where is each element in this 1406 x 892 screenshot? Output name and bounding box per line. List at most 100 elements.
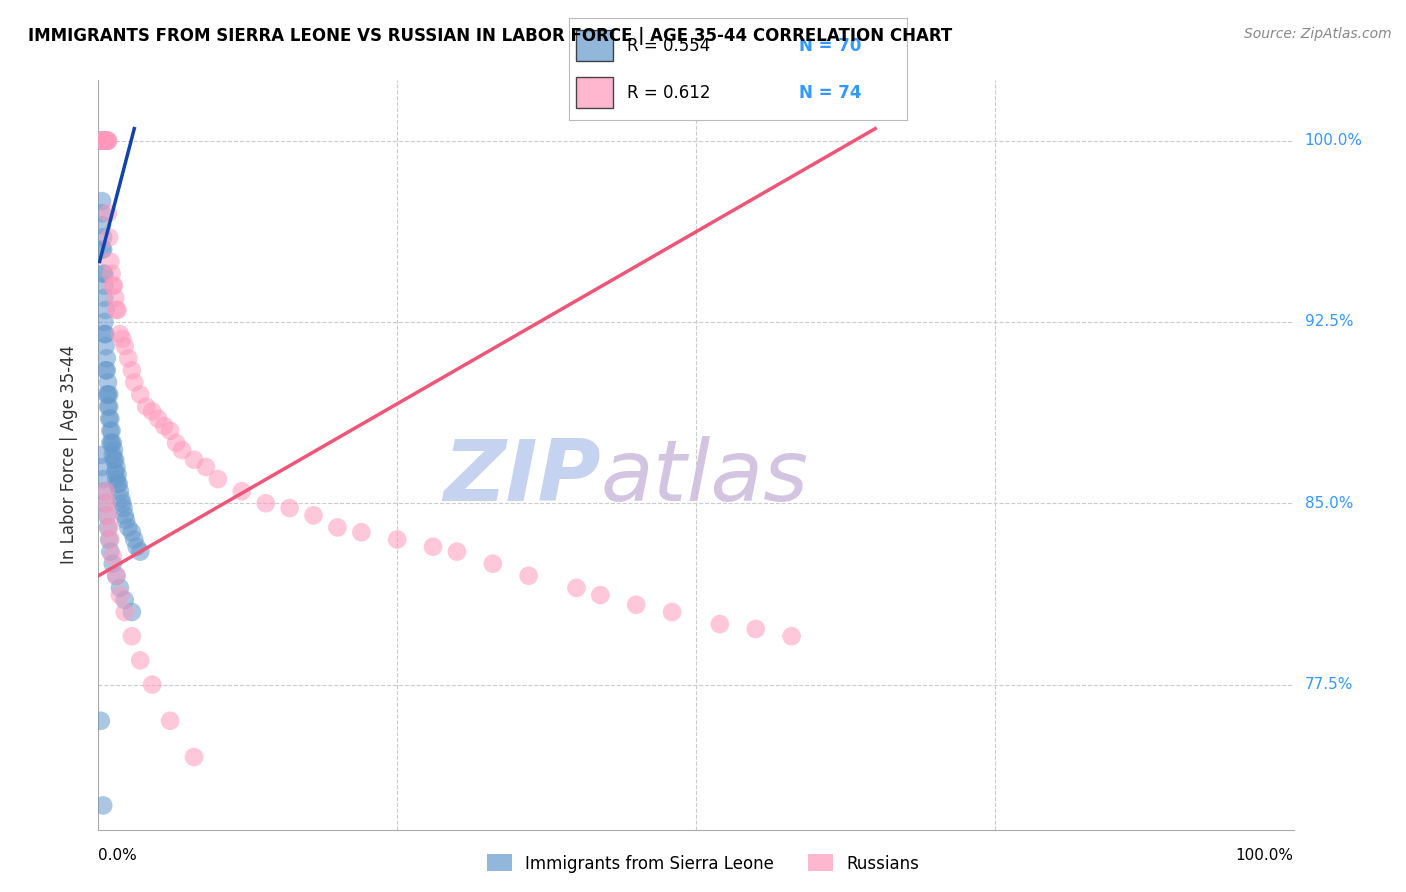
Text: ZIP: ZIP bbox=[443, 436, 600, 519]
Point bbox=[94, 302, 117, 317]
Point bbox=[517, 568, 540, 582]
Point bbox=[91, 194, 114, 208]
Point bbox=[98, 230, 121, 244]
Point bbox=[117, 351, 139, 366]
Point bbox=[159, 424, 181, 438]
Point bbox=[422, 540, 444, 554]
Point bbox=[107, 477, 129, 491]
Point bbox=[114, 339, 136, 353]
Point bbox=[96, 387, 118, 401]
Point bbox=[98, 411, 122, 425]
Point bbox=[105, 460, 128, 475]
Point bbox=[93, 484, 115, 499]
Point bbox=[121, 605, 143, 619]
Point bbox=[91, 134, 114, 148]
Point bbox=[91, 798, 114, 813]
Text: N = 74: N = 74 bbox=[799, 84, 862, 102]
Point bbox=[94, 134, 117, 148]
Point bbox=[94, 327, 117, 342]
Point bbox=[97, 400, 120, 414]
Point bbox=[90, 134, 112, 148]
Point bbox=[108, 484, 131, 499]
Point bbox=[94, 134, 117, 148]
Point bbox=[93, 327, 115, 342]
Point bbox=[101, 448, 124, 462]
Point bbox=[98, 411, 121, 425]
Point bbox=[101, 549, 124, 564]
Point bbox=[105, 472, 128, 486]
Point bbox=[103, 443, 125, 458]
Point bbox=[709, 617, 731, 632]
Point bbox=[98, 520, 121, 534]
Point bbox=[107, 467, 129, 482]
Text: 85.0%: 85.0% bbox=[1305, 496, 1353, 511]
Text: R = 0.554: R = 0.554 bbox=[627, 37, 710, 54]
Point bbox=[103, 452, 125, 467]
Point bbox=[231, 484, 253, 499]
Point bbox=[98, 424, 122, 438]
Point bbox=[91, 460, 114, 475]
Point bbox=[90, 134, 112, 148]
Point bbox=[107, 302, 129, 317]
Text: 100.0%: 100.0% bbox=[1236, 848, 1294, 863]
Text: atlas: atlas bbox=[600, 436, 808, 519]
Point bbox=[98, 533, 121, 547]
Point bbox=[129, 387, 152, 401]
Point bbox=[481, 557, 505, 571]
Point bbox=[121, 525, 143, 540]
Point bbox=[278, 501, 301, 516]
Point bbox=[302, 508, 325, 523]
Point bbox=[254, 496, 277, 510]
Point bbox=[108, 588, 131, 602]
Point bbox=[172, 443, 194, 458]
Point bbox=[626, 598, 648, 612]
Point bbox=[195, 460, 218, 475]
Point bbox=[91, 134, 114, 148]
Point bbox=[135, 400, 157, 414]
Point bbox=[385, 533, 409, 547]
Point bbox=[103, 278, 125, 293]
Point bbox=[98, 387, 121, 401]
Point bbox=[98, 400, 121, 414]
Point bbox=[94, 339, 117, 353]
Point bbox=[96, 496, 118, 510]
Point bbox=[114, 508, 136, 523]
Point bbox=[93, 134, 115, 148]
Point bbox=[91, 134, 114, 148]
Point bbox=[105, 568, 128, 582]
Point bbox=[94, 363, 117, 377]
Point bbox=[101, 278, 124, 293]
Point bbox=[91, 243, 114, 257]
Point bbox=[104, 465, 127, 479]
Point bbox=[97, 376, 120, 390]
Point bbox=[326, 520, 349, 534]
Point bbox=[108, 581, 131, 595]
Point bbox=[121, 629, 143, 643]
Point bbox=[104, 452, 127, 467]
Point bbox=[93, 278, 115, 293]
Point bbox=[96, 363, 118, 377]
Point bbox=[115, 513, 138, 527]
Point bbox=[105, 568, 128, 582]
Point bbox=[97, 134, 120, 148]
Point bbox=[105, 302, 128, 317]
Point bbox=[104, 291, 127, 305]
Point bbox=[97, 520, 120, 534]
Point bbox=[207, 472, 229, 486]
Point bbox=[100, 424, 122, 438]
Point bbox=[93, 315, 115, 329]
Point bbox=[159, 714, 181, 728]
Point bbox=[111, 496, 134, 510]
Point bbox=[94, 134, 117, 148]
Point bbox=[91, 243, 114, 257]
Point bbox=[96, 134, 118, 148]
Point bbox=[91, 134, 114, 148]
Point bbox=[94, 484, 117, 499]
Point bbox=[90, 448, 112, 462]
Point bbox=[97, 134, 120, 148]
Point bbox=[141, 677, 163, 691]
Point bbox=[98, 254, 122, 268]
Point bbox=[96, 508, 118, 523]
Point bbox=[93, 134, 115, 148]
Point bbox=[148, 411, 170, 425]
